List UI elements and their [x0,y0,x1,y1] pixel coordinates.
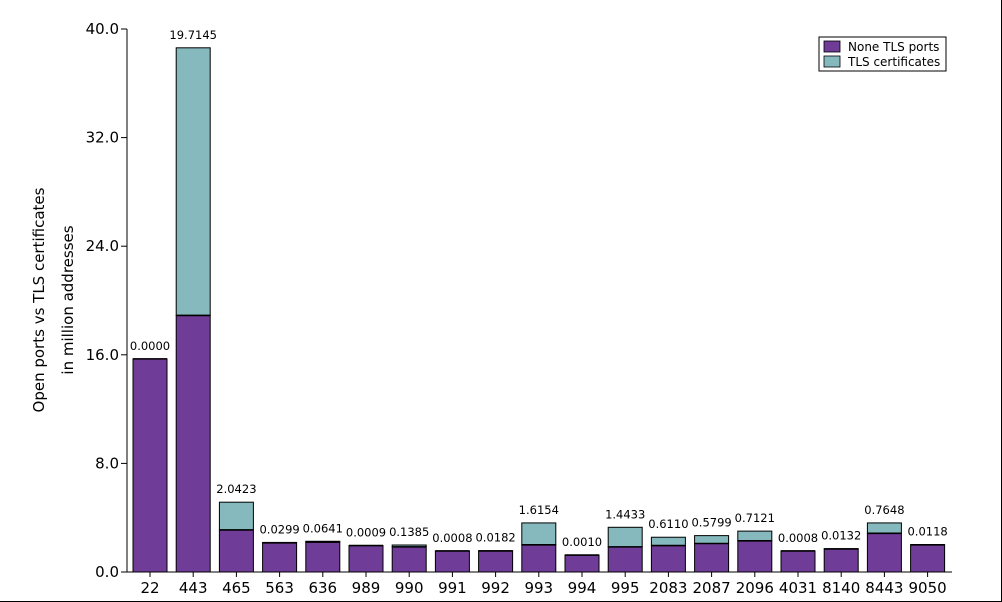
data-label-992: 0.0182 [475,531,515,545]
y-axis-title-line-1: Open ports vs TLS certificates [30,187,48,412]
data-label-636: 0.0641 [303,521,343,535]
data-label-443: 19.7145 [169,28,217,42]
y-tick-label: 32.0 [86,129,119,147]
data-label-2096: 0.7121 [735,511,775,525]
y-tick-label: 8.0 [95,454,119,472]
x-tick-label-22: 22 [140,579,159,597]
bar-none-tls-8443 [866,532,902,573]
x-tick-label-2083: 2083 [649,579,687,597]
x-tick-label-2087: 2087 [693,579,731,597]
bar-none-tls-990 [391,546,427,573]
x-tick-label-995: 995 [611,579,640,597]
data-label-993: 1.6154 [519,503,559,517]
data-label-994: 0.0010 [562,535,602,549]
y-axis-title-line-2: in million addresses [59,225,77,374]
legend: None TLS ports TLS certificates [818,36,947,72]
legend-swatch-tls-certificates [823,55,841,68]
bar-none-tls-636 [305,541,341,573]
x-tick-label-4031: 4031 [779,579,817,597]
data-label-22: 0.0000 [130,339,170,353]
bar-none-tls-993 [521,544,557,573]
data-label-9050: 0.0118 [907,525,947,539]
bar-none-tls-22 [132,358,168,573]
bar-none-tls-4031 [780,550,816,573]
x-tick-label-989: 989 [352,579,381,597]
legend-swatch-none-tls [823,40,841,53]
bar-none-tls-991 [434,550,470,573]
x-tick-label-465: 465 [222,579,251,597]
legend-label-tls-certificates: TLS certificates [847,55,940,69]
bar-none-tls-2096 [737,540,773,573]
bar-none-tls-8140 [823,548,859,573]
x-tick-label-991: 991 [438,579,467,597]
y-tick-label: 24.0 [86,237,119,255]
bar-tls-certificates-2096 [737,530,773,542]
data-label-563: 0.0299 [259,522,299,536]
x-tick-label-2096: 2096 [736,579,774,597]
data-label-465: 2.0423 [216,482,256,496]
data-label-995: 1.4433 [605,507,645,521]
legend-label-none-tls: None TLS ports [848,40,939,54]
data-label-4031: 0.0008 [778,531,818,545]
bars [132,47,946,573]
bar-none-tls-995 [607,546,643,573]
data-label-8443: 0.7648 [864,503,904,517]
bar-none-tls-9050 [910,544,946,573]
bar-tls-certificates-995 [607,526,643,548]
bar-tls-certificates-2083 [650,536,686,547]
bar-none-tls-563 [262,542,298,573]
y-tick-label: 0.0 [95,563,119,581]
bar-tls-certificates-8443 [866,522,902,534]
y-tick-label: 40.0 [86,20,119,38]
data-labels: 0.0000 19.7145 2.0423 0.0299 0.0641 0.0009 0.1… [130,28,948,549]
bar-tls-certificates-465 [218,501,254,531]
bar-none-tls-443 [175,314,211,573]
data-label-8140: 0.0132 [821,529,861,543]
x-tick-label-993: 993 [524,579,553,597]
data-label-2087: 0.5799 [691,516,731,530]
bar-none-tls-465 [218,529,254,573]
bar-tls-certificates-443 [175,47,211,316]
x-tick-label-8443: 8443 [865,579,903,597]
x-tick-label-8140: 8140 [822,579,860,597]
x-tick-label-636: 636 [308,579,337,597]
bar-none-tls-2087 [694,542,730,573]
bar-none-tls-994 [564,554,600,573]
x-tick-label-992: 992 [481,579,510,597]
x-tick-label-9050: 9050 [909,579,947,597]
data-label-990: 0.1385 [389,525,429,539]
bar-none-tls-2083 [650,545,686,573]
bar-none-tls-989 [348,545,384,573]
x-tick-label-443: 443 [179,579,208,597]
x-tick-label-990: 990 [395,579,424,597]
data-label-2083: 0.6110 [648,517,688,531]
axes: 0.0 8.0 16.0 24.0 32.0 40.0 22 443 465 563 636 989 9… [86,20,952,597]
bar-tls-certificates-2087 [694,535,730,544]
data-label-989: 0.0009 [346,526,386,540]
bar-none-tls-992 [478,550,514,573]
x-tick-label-563: 563 [265,579,294,597]
data-label-991: 0.0008 [432,531,472,545]
y-tick-label: 16.0 [86,346,119,364]
x-tick-label-994: 994 [568,579,597,597]
bar-tls-certificates-993 [521,522,557,546]
